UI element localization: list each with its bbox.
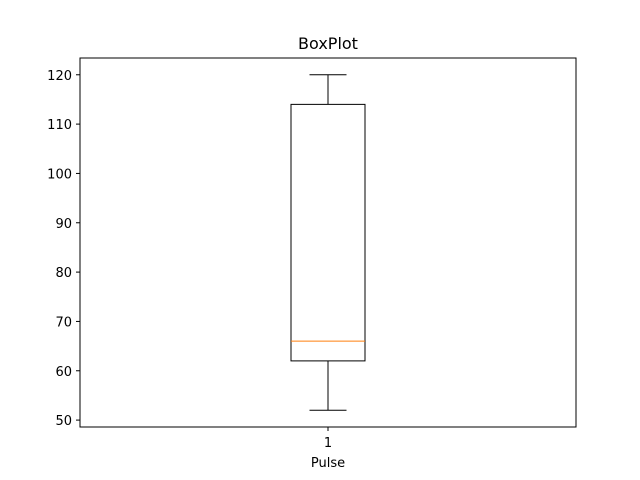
y-tick-label: 60 [55, 365, 72, 380]
y-tick-label: 120 [47, 69, 72, 84]
y-tick-label: 50 [55, 414, 72, 429]
x-axis-label: Pulse [311, 456, 345, 471]
x-tick-label: 1 [324, 436, 332, 451]
y-tick-label: 90 [55, 217, 72, 232]
chart-title: BoxPlot [298, 34, 358, 53]
y-tick-label: 100 [47, 167, 72, 182]
y-tick-label: 80 [55, 266, 72, 281]
y-tick-label: 70 [55, 315, 72, 330]
y-tick-label: 110 [47, 118, 72, 133]
